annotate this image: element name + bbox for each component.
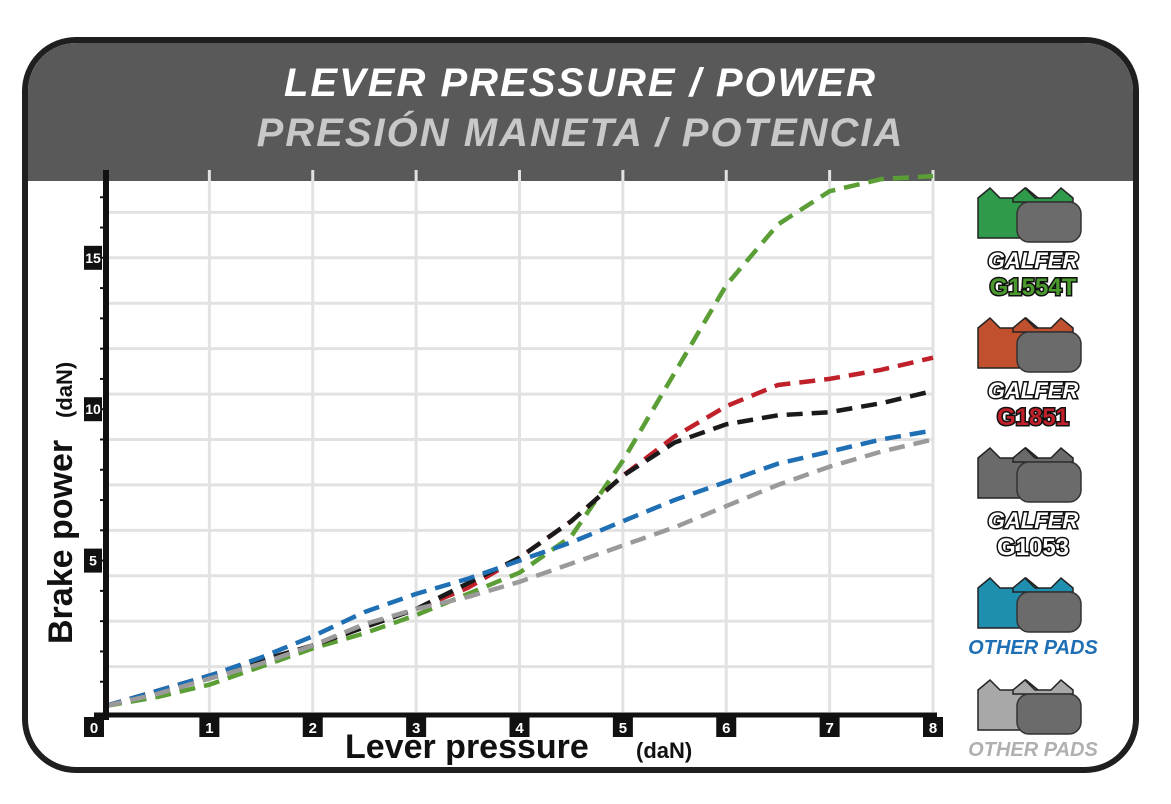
series-line-1 — [105, 173, 934, 709]
x-axis-unit: (daN) — [636, 738, 692, 763]
legend-pad-ear-icon — [1012, 678, 1074, 695]
x-tick-label: 6 — [722, 720, 730, 737]
x-tick-box — [84, 717, 104, 737]
legend-brand-label: GALFER — [988, 248, 1079, 273]
legend-code-label: G1851 — [997, 404, 1069, 431]
x-tick-label: 3 — [412, 720, 420, 737]
x-tick-label: 0 — [90, 720, 98, 737]
legend-pad-ear-icon — [1012, 576, 1074, 593]
x-tick-box — [199, 717, 220, 737]
x-tick-label: 4 — [515, 720, 524, 737]
legend-pad-ear-icon — [1012, 446, 1074, 463]
y-tick-box — [84, 397, 102, 422]
legend-other-label: OTHER PADS — [968, 739, 1098, 761]
legend-code-label: G1053 — [997, 534, 1069, 561]
x-tick-box — [923, 717, 943, 737]
chart-header: LEVER PRESSURE / POWER PRESIÓN MANETA / … — [28, 43, 1133, 181]
legend-pad-friction-icon — [1016, 693, 1082, 735]
y-tick-label: 5 — [89, 553, 97, 569]
x-tick-label: 8 — [929, 720, 937, 737]
x-tick-box — [819, 717, 840, 737]
legend-brand-label: GALFER — [988, 378, 1079, 403]
x-tick-box — [612, 717, 633, 737]
legend-pad-friction-icon — [1016, 461, 1082, 503]
x-tick-box — [716, 717, 737, 737]
x-tick-box — [302, 717, 323, 737]
legend-brand-label: GALFER — [988, 508, 1079, 533]
x-tick-box — [406, 717, 427, 737]
legend-pad-friction-icon — [1016, 331, 1082, 373]
series-line-5 — [105, 437, 934, 709]
y-axis-unit: (daN) — [52, 362, 77, 418]
x-tick-label: 5 — [619, 720, 627, 737]
legend-pad-friction-icon — [1016, 201, 1082, 243]
y-tick-label: 15 — [85, 250, 101, 266]
y-tick-box — [84, 548, 102, 573]
chart-title-english: LEVER PRESSURE / POWER — [284, 61, 877, 105]
legend-pad-ear-icon — [1012, 186, 1074, 203]
x-tick-label: 2 — [309, 720, 317, 737]
y-tick-label: 10 — [85, 401, 101, 417]
legend-pad-ear-icon — [1012, 316, 1074, 333]
series-line-4 — [105, 428, 934, 709]
legend-other-label: OTHER PADS — [968, 637, 1098, 659]
x-tick-box — [509, 717, 530, 737]
x-axis-label: Lever pressure — [345, 728, 589, 766]
x-tick-label: 1 — [205, 720, 213, 737]
y-tick-box — [84, 245, 102, 270]
y-axis-label: Brake power — [42, 440, 80, 644]
legend-pad-friction-icon — [1016, 591, 1082, 633]
legend-code-label: G1554T — [990, 274, 1077, 301]
x-tick-label: 7 — [825, 720, 833, 737]
chart-title-spanish: PRESIÓN MANETA / POTENCIA — [256, 111, 905, 155]
